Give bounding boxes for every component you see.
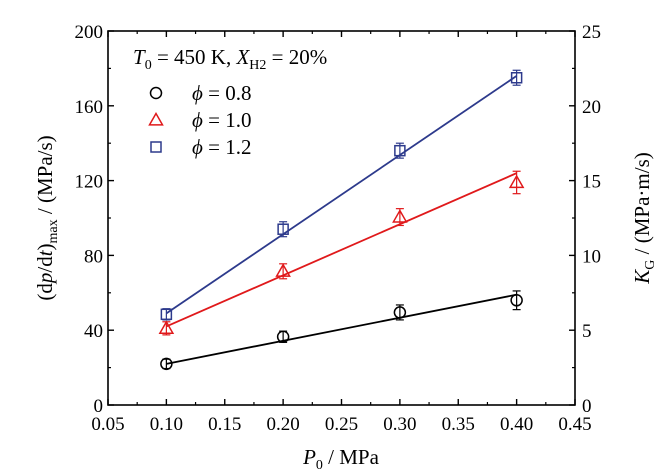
x-axis-unit: / MPa: [323, 445, 380, 469]
data-point-2: [510, 72, 523, 84]
x-tick-label: 0.05: [91, 414, 124, 435]
data-point-0: [276, 330, 290, 343]
x-tick-label: 0.45: [558, 414, 591, 435]
y-right-symbol: K: [630, 269, 654, 285]
fit-line-2: [165, 75, 518, 315]
data-point-0: [160, 357, 173, 371]
y-right-tick-label: 5: [582, 321, 592, 342]
data-point-2: [394, 144, 406, 157]
legend-value: = 1.0: [203, 108, 252, 132]
data-point-2: [160, 308, 173, 321]
legend-value: = 1.2: [203, 135, 252, 159]
legend-marker-2: [150, 141, 162, 153]
y-right-axis-label: KG / (MPa·m/s): [630, 152, 658, 284]
y-right-sub: G: [643, 260, 658, 270]
x-axis-symbol: P: [302, 445, 316, 469]
plot-frame: [107, 30, 576, 406]
x-tick-label: 0.35: [442, 414, 475, 435]
annotation-x-symbol: X: [235, 45, 250, 69]
y-left-t: t: [33, 249, 57, 256]
y-left-slash: /d: [33, 256, 57, 273]
annotation-x-sub: H2: [249, 58, 266, 73]
y-left-unit: / (MPa/s): [33, 135, 57, 219]
x-tick-label: 0.30: [383, 414, 416, 435]
y-right-unit: / (MPa·m/s): [630, 152, 654, 259]
y-left-tick-label: 0: [94, 396, 104, 417]
y-left-tick-label: 120: [75, 172, 104, 193]
x-axis-sub: 0: [316, 458, 323, 473]
condition-annotation: T0 = 450 K, XH2 = 20%: [133, 45, 327, 73]
data-point-1: [275, 263, 291, 277]
annotation-t-symbol: T: [133, 45, 146, 69]
y-right-tick-label: 20: [582, 97, 601, 118]
x-tick-label: 0.20: [267, 414, 300, 435]
annotation-t-sub: 0: [145, 58, 152, 73]
legend-symbol: ϕ: [192, 135, 203, 159]
y-right-tick-label: 10: [582, 246, 601, 267]
legend: ϕ = 0.8ϕ = 1.0ϕ = 1.2: [148, 81, 251, 159]
y-left-tick-label: 160: [75, 97, 104, 118]
y-left-tick-label: 40: [84, 321, 103, 342]
fit-line-0: [166, 293, 517, 365]
y-left-tick-label: 200: [75, 22, 104, 43]
data-point-0: [393, 306, 407, 319]
data-point-1: [158, 320, 175, 334]
y-left-tick-label: 80: [84, 246, 103, 267]
legend-symbol: ϕ: [192, 81, 203, 105]
data-marks: [158, 69, 525, 371]
legend-label-2: ϕ = 1.2: [192, 135, 251, 159]
data-point-1: [508, 174, 525, 189]
legend-label-1: ϕ = 1.0: [192, 108, 251, 132]
x-tick-label: 0.10: [150, 414, 183, 435]
y-left-sub: max: [46, 219, 61, 243]
fit-line-1: [166, 172, 517, 328]
x-tick-label: 0.25: [325, 414, 358, 435]
legend-value: = 0.8: [203, 81, 252, 105]
data-point-0: [510, 294, 523, 307]
data-point-1: [392, 209, 408, 223]
y-right-tick-label: 25: [582, 22, 601, 43]
legend-label-0: ϕ = 0.8: [192, 81, 251, 105]
axis-ticks: 0.05 0.10 0.15 0.20 0.25 0.30 0.35 0.40 0.450408…: [75, 22, 602, 435]
annotation-x-text: = 20%: [266, 45, 327, 69]
y-left-prefix: (d: [33, 283, 57, 301]
y-left-p: p: [33, 273, 57, 286]
data-point-2: [277, 223, 289, 235]
legend-marker-1: [148, 111, 164, 126]
y-right-tick-label: 15: [582, 172, 601, 193]
legend-symbol: ϕ: [192, 108, 203, 132]
annotation-t-text: = 450 K,: [152, 45, 237, 69]
x-axis-label: P0 / MPa: [302, 445, 380, 473]
y-left-close: ): [33, 243, 57, 250]
legend-marker-0: [149, 86, 163, 100]
y-right-tick-label: 0: [582, 396, 592, 417]
y-left-axis-label: (dp/dt)max / (MPa/s): [33, 135, 61, 300]
x-tick-label: 0.40: [500, 414, 533, 435]
x-tick-label: 0.15: [208, 414, 241, 435]
fit-lines: [165, 75, 518, 365]
